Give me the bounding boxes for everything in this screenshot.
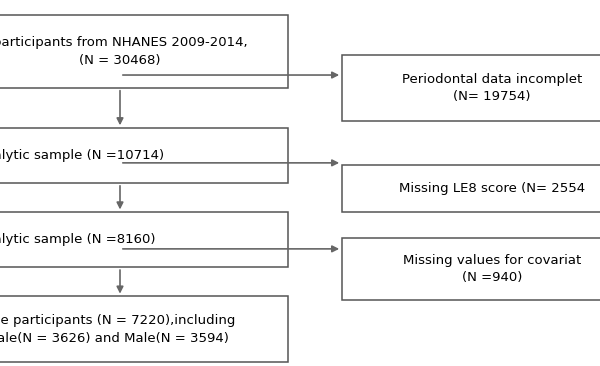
FancyBboxPatch shape — [0, 212, 288, 267]
Text: Analytic sample (N =8160): Analytic sample (N =8160) — [0, 233, 155, 246]
Text: (N =940): (N =940) — [462, 271, 522, 284]
Text: emale(N = 3626) and Male(N = 3594): emale(N = 3626) and Male(N = 3594) — [0, 332, 229, 345]
Text: (N= 19754): (N= 19754) — [453, 90, 531, 103]
Text: Periodontal data incomplet: Periodontal data incomplet — [402, 72, 582, 86]
FancyBboxPatch shape — [0, 128, 288, 183]
Text: participants from NHANES 2009-2014,: participants from NHANES 2009-2014, — [0, 36, 247, 49]
FancyBboxPatch shape — [0, 296, 288, 362]
FancyBboxPatch shape — [342, 165, 600, 212]
Text: gible participants (N = 7220),including: gible participants (N = 7220),including — [0, 314, 235, 327]
Text: Analytic sample (N =10714): Analytic sample (N =10714) — [0, 149, 164, 162]
FancyBboxPatch shape — [342, 238, 600, 300]
Text: (N = 30468): (N = 30468) — [79, 53, 161, 67]
Text: Missing LE8 score (N= 2554: Missing LE8 score (N= 2554 — [399, 182, 585, 195]
FancyBboxPatch shape — [0, 15, 288, 88]
FancyBboxPatch shape — [342, 55, 600, 121]
Text: Missing values for covariat: Missing values for covariat — [403, 254, 581, 267]
